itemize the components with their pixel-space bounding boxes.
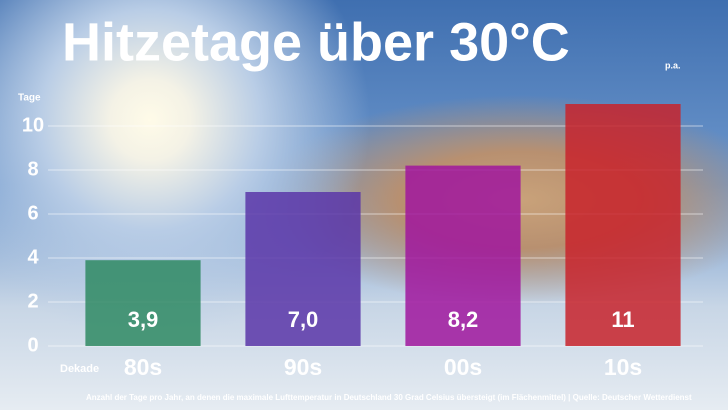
value-label: 11 [611, 307, 634, 332]
value-label: 3,9 [128, 307, 159, 332]
chart-title: Hitzetage über 30°C [62, 12, 570, 72]
y-tick-label: 4 [27, 246, 39, 268]
x-tick-label: 90s [284, 354, 322, 380]
bar [85, 260, 201, 346]
y-tick-label: 0 [27, 334, 38, 356]
y-tick-label: 2 [27, 290, 38, 312]
x-axis-label: Dekade [60, 363, 99, 375]
y-tick-label: 10 [22, 114, 44, 136]
value-label: 7,0 [288, 307, 319, 332]
bar [405, 165, 521, 346]
y-tick-label: 8 [27, 158, 38, 180]
bar [245, 192, 361, 346]
bar [565, 104, 681, 346]
value-label: 8,2 [448, 307, 479, 332]
y-axis-label: Tage [18, 93, 41, 104]
x-tick-label: 10s [604, 354, 642, 380]
x-tick-label: 00s [444, 354, 482, 380]
y-tick-label: 6 [27, 202, 38, 224]
chart-subtitle: p.a. [665, 60, 681, 70]
footnote: Anzahl der Tage pro Jahr, an denen die m… [86, 393, 692, 402]
x-tick-label: 80s [124, 354, 162, 380]
